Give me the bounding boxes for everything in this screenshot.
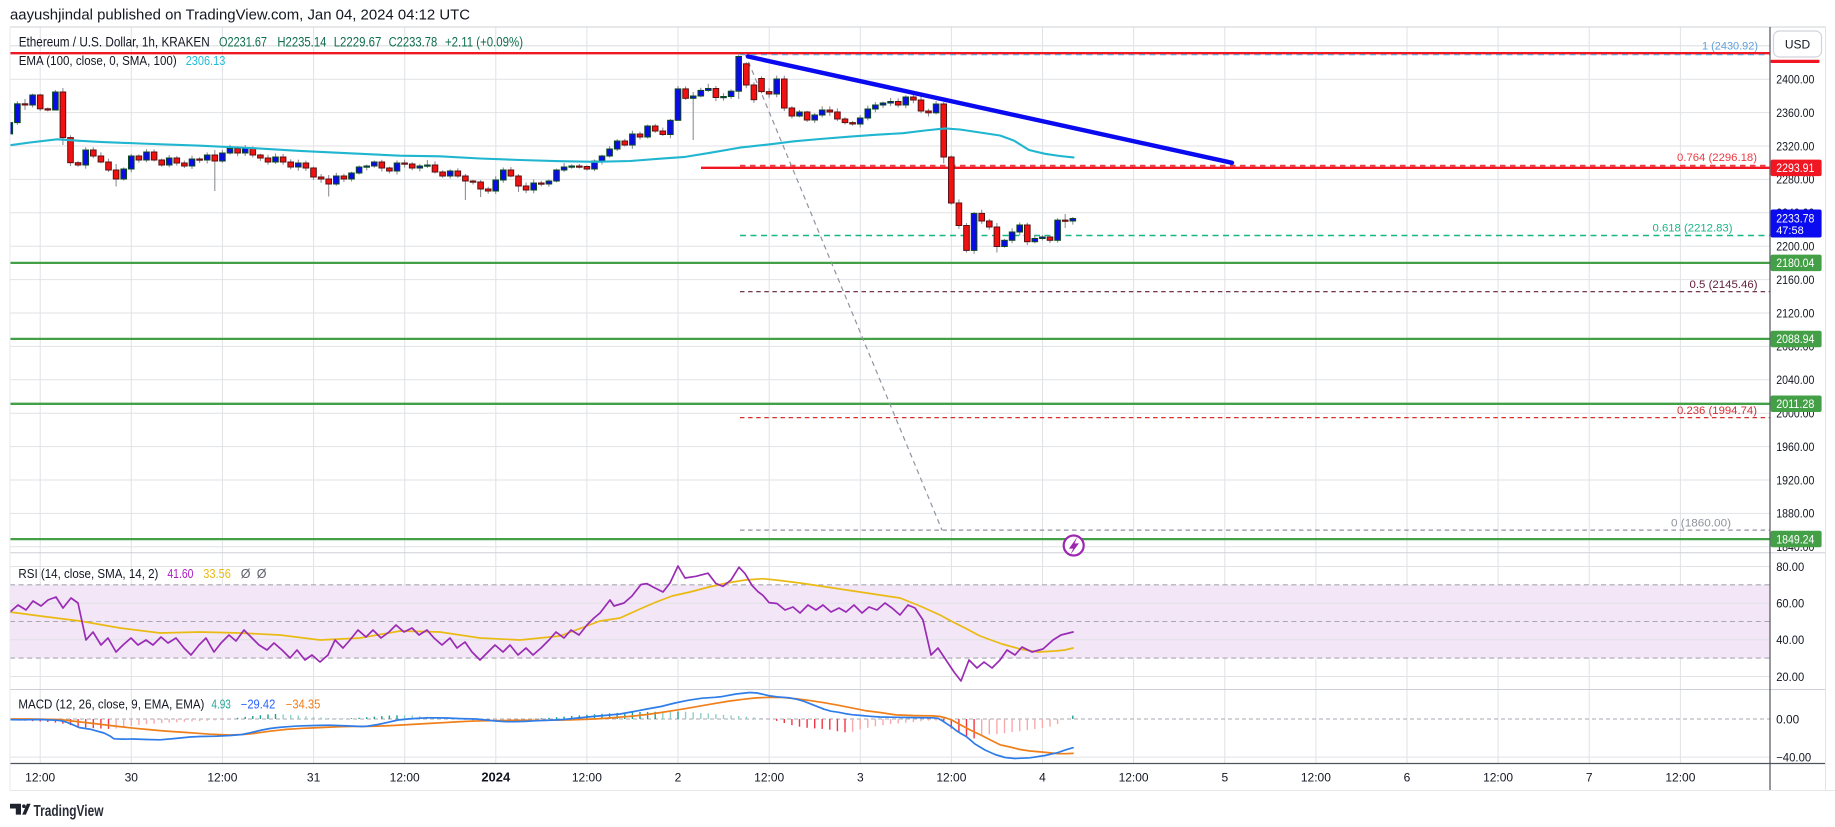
svg-text:RSI (14, close, SMA, 14, 2): RSI (14, close, SMA, 14, 2) — [18, 567, 158, 581]
svg-text:USD: USD — [1785, 37, 1811, 51]
svg-text:60.00: 60.00 — [1776, 599, 1804, 611]
svg-text:4: 4 — [1039, 770, 1046, 784]
svg-text:2024: 2024 — [481, 770, 511, 785]
svg-text:2280.00: 2280.00 — [1776, 175, 1814, 187]
svg-text:6: 6 — [1404, 770, 1411, 784]
svg-text:12:00: 12:00 — [1119, 770, 1149, 784]
svg-text:12:00: 12:00 — [390, 770, 420, 784]
svg-text:1 (2430.92): 1 (2430.92) — [1702, 41, 1758, 53]
svg-text:2293.91: 2293.91 — [1776, 163, 1814, 175]
svg-text:41.60: 41.60 — [167, 567, 193, 581]
svg-text:2180.04: 2180.04 — [1776, 258, 1815, 270]
svg-text:80.00: 80.00 — [1776, 562, 1804, 574]
svg-text:+2.11 (+0.09%): +2.11 (+0.09%) — [445, 35, 523, 50]
svg-text:2011.28: 2011.28 — [1776, 399, 1814, 411]
svg-text:12:00: 12:00 — [1483, 770, 1513, 784]
svg-text:EMA (100, close, 0, SMA, 100): EMA (100, close, 0, SMA, 100) — [19, 54, 177, 68]
svg-text:20.00: 20.00 — [1776, 672, 1804, 684]
svg-text:47:58: 47:58 — [1776, 225, 1804, 237]
svg-text:2160.00: 2160.00 — [1776, 275, 1814, 287]
svg-text:12:00: 12:00 — [1301, 770, 1331, 784]
svg-text:L2229.67: L2229.67 — [334, 35, 382, 50]
svg-text:0 (1860.00): 0 (1860.00) — [1671, 517, 1731, 529]
svg-text:2400.00: 2400.00 — [1776, 75, 1814, 87]
svg-text:2306.13: 2306.13 — [186, 54, 226, 68]
svg-text:Ethereum / U.S. Dollar, 1h, KR: Ethereum / U.S. Dollar, 1h, KRAKEN — [19, 35, 210, 50]
svg-text:−29.42: −29.42 — [241, 698, 276, 712]
svg-text:12:00: 12:00 — [572, 770, 602, 784]
svg-text:2: 2 — [675, 770, 682, 784]
svg-text:2200.00: 2200.00 — [1776, 242, 1814, 254]
svg-text:0.764 (2296.18): 0.764 (2296.18) — [1677, 152, 1757, 164]
svg-text:TradingView: TradingView — [34, 803, 105, 820]
svg-text:12:00: 12:00 — [207, 770, 237, 784]
svg-text:3: 3 — [857, 770, 864, 784]
svg-text:12:00: 12:00 — [25, 770, 55, 784]
svg-text:2120.00: 2120.00 — [1776, 308, 1814, 320]
svg-text:MACD (12, 26, close, 9, EMA, E: MACD (12, 26, close, 9, EMA, EMA) — [18, 698, 204, 712]
svg-text:33.56: 33.56 — [203, 567, 231, 581]
svg-text:0.236 (1994.74): 0.236 (1994.74) — [1677, 405, 1757, 417]
svg-text:O2231.67: O2231.67 — [219, 35, 267, 50]
svg-text:7: 7 — [1586, 770, 1593, 784]
svg-text:2360.00: 2360.00 — [1776, 108, 1814, 120]
svg-text:0.00: 0.00 — [1776, 714, 1799, 726]
svg-text:Ø: Ø — [257, 567, 267, 581]
svg-text:1920.00: 1920.00 — [1776, 475, 1814, 487]
svg-text:1880.00: 1880.00 — [1776, 509, 1814, 521]
svg-text:−34.35: −34.35 — [286, 698, 321, 712]
svg-text:2233.78: 2233.78 — [1776, 214, 1814, 226]
svg-text:Ø: Ø — [241, 567, 251, 581]
svg-text:2088.94: 2088.94 — [1776, 334, 1815, 346]
svg-text:−40.00: −40.00 — [1776, 752, 1811, 764]
svg-text:30: 30 — [125, 770, 139, 784]
svg-text:2040.00: 2040.00 — [1776, 375, 1814, 387]
svg-text:1960.00: 1960.00 — [1776, 442, 1814, 454]
svg-text:12:00: 12:00 — [754, 770, 784, 784]
svg-text:40.00: 40.00 — [1776, 635, 1804, 647]
svg-text:12:00: 12:00 — [936, 770, 966, 784]
svg-text:4.93: 4.93 — [211, 698, 231, 712]
svg-text:0.5 (2145.46): 0.5 (2145.46) — [1690, 279, 1758, 291]
svg-text:H2235.14: H2235.14 — [277, 35, 326, 50]
svg-text:12:00: 12:00 — [1665, 770, 1695, 784]
svg-text:2320.00: 2320.00 — [1776, 141, 1814, 153]
svg-text:C2233.78: C2233.78 — [389, 35, 438, 50]
svg-text:5: 5 — [1221, 770, 1228, 784]
svg-text:0.618 (2212.83): 0.618 (2212.83) — [1653, 223, 1733, 235]
svg-text:1849.24: 1849.24 — [1776, 534, 1815, 546]
svg-text:31: 31 — [307, 770, 321, 784]
svg-text:aayushjindal published on Trad: aayushjindal published on TradingView.co… — [10, 7, 470, 24]
